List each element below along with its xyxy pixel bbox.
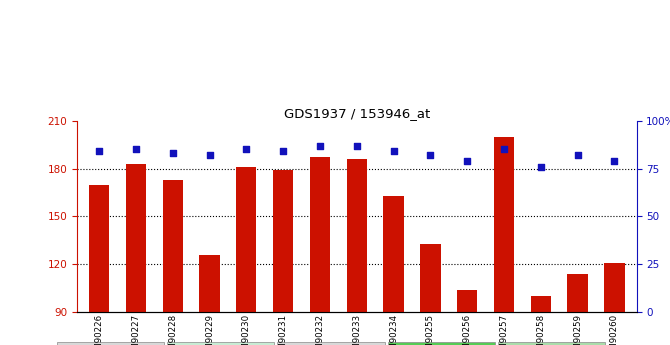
Bar [604, 263, 624, 312]
Bar [126, 164, 146, 312]
Text: GSM90257: GSM90257 [500, 314, 509, 345]
Point [609, 158, 620, 164]
Bar [494, 137, 514, 312]
Point [168, 150, 178, 156]
Text: GSM90228: GSM90228 [168, 314, 178, 345]
Text: GSM90226: GSM90226 [94, 314, 104, 345]
Text: GSM90227: GSM90227 [131, 314, 141, 345]
Text: GSM90231: GSM90231 [279, 314, 287, 345]
Bar [420, 244, 440, 312]
Bar [237, 167, 257, 312]
Text: GSM90230: GSM90230 [242, 314, 251, 345]
Point [498, 147, 509, 152]
Bar [383, 196, 404, 312]
Text: GSM90234: GSM90234 [389, 314, 398, 345]
Text: GSM90256: GSM90256 [463, 314, 472, 345]
Text: GSM90232: GSM90232 [316, 314, 324, 345]
Point [94, 149, 105, 154]
Text: GSM90255: GSM90255 [426, 314, 435, 345]
Bar [200, 255, 220, 312]
Point [535, 164, 546, 169]
Text: GSM90229: GSM90229 [205, 314, 214, 345]
Bar [346, 159, 367, 312]
Point [278, 149, 289, 154]
Bar [310, 157, 330, 312]
Point [572, 152, 583, 158]
Text: GSM90260: GSM90260 [610, 314, 619, 345]
Point [204, 152, 215, 158]
Bar [531, 296, 551, 312]
Bar [567, 274, 588, 312]
Bar [273, 170, 293, 312]
Text: GSM90233: GSM90233 [352, 314, 361, 345]
Point [131, 147, 141, 152]
Bar [163, 180, 183, 312]
Point [315, 143, 326, 148]
Text: GSM90259: GSM90259 [573, 314, 582, 345]
Point [388, 149, 399, 154]
Point [425, 152, 436, 158]
Text: GSM90258: GSM90258 [536, 314, 545, 345]
Point [462, 158, 472, 164]
Point [241, 147, 252, 152]
Title: GDS1937 / 153946_at: GDS1937 / 153946_at [283, 107, 430, 120]
Bar [89, 185, 109, 312]
Bar [457, 290, 477, 312]
Point [352, 143, 362, 148]
